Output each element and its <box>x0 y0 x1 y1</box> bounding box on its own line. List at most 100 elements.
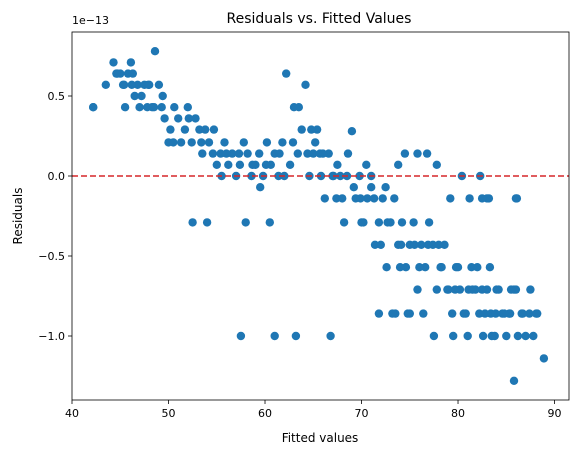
data-point <box>275 149 283 157</box>
data-point <box>307 125 315 133</box>
data-point <box>333 161 341 169</box>
data-point <box>404 309 412 317</box>
data-point <box>375 218 383 226</box>
chart-title: Residuals vs. Fitted Values <box>227 11 412 27</box>
data-point <box>220 138 228 146</box>
data-point <box>177 138 185 146</box>
x-tick-label: 40 <box>65 407 79 420</box>
data-point <box>430 332 438 340</box>
y-tick-label: −0.5 <box>38 250 65 263</box>
data-point <box>321 194 329 202</box>
data-point <box>446 194 454 202</box>
data-point <box>492 309 500 317</box>
data-point <box>181 125 189 133</box>
data-point <box>144 81 152 89</box>
data-point <box>398 218 406 226</box>
data-point <box>248 161 256 169</box>
data-point <box>169 138 177 146</box>
data-point <box>507 285 515 293</box>
data-point <box>262 161 270 169</box>
data-point <box>521 332 529 340</box>
data-point <box>433 285 441 293</box>
data-point <box>413 285 421 293</box>
data-point <box>410 241 418 249</box>
data-point <box>213 161 221 169</box>
data-point <box>478 285 486 293</box>
y-tick-label: 0.5 <box>48 90 66 103</box>
data-point <box>394 161 402 169</box>
data-point <box>526 285 534 293</box>
data-point <box>397 241 405 249</box>
data-point <box>256 183 264 191</box>
data-point <box>243 149 251 157</box>
x-axis: 40 50 60 70 80 90 <box>65 400 562 420</box>
data-point <box>311 138 319 146</box>
data-point <box>198 149 206 157</box>
data-point <box>340 218 348 226</box>
data-point <box>423 149 431 157</box>
data-point <box>424 241 432 249</box>
y-tick-label: −1.0 <box>38 330 65 343</box>
data-point <box>209 149 217 157</box>
data-point <box>390 194 398 202</box>
data-point <box>465 194 473 202</box>
data-point <box>462 309 470 317</box>
data-point <box>109 58 117 66</box>
data-point <box>184 103 192 111</box>
data-point <box>242 218 250 226</box>
data-point <box>350 183 358 191</box>
data-point <box>266 218 274 226</box>
data-point <box>286 161 294 169</box>
data-point <box>271 332 279 340</box>
data-point <box>170 103 178 111</box>
y-tick-label: 0.0 <box>48 170 66 183</box>
data-point <box>294 149 302 157</box>
x-tick-label: 50 <box>162 407 176 420</box>
data-point <box>464 332 472 340</box>
data-point <box>381 183 389 191</box>
data-point <box>127 58 135 66</box>
data-point <box>451 285 459 293</box>
data-point <box>197 138 205 146</box>
data-point <box>370 194 378 202</box>
data-point <box>282 69 290 77</box>
data-point <box>492 285 500 293</box>
data-point <box>301 81 309 89</box>
data-point <box>486 263 494 271</box>
data-point <box>137 92 145 100</box>
data-point <box>473 263 481 271</box>
x-tick-label: 90 <box>548 407 562 420</box>
data-point <box>174 114 182 122</box>
data-point <box>303 149 311 157</box>
data-point <box>185 114 193 122</box>
data-point <box>151 47 159 55</box>
data-point <box>375 309 383 317</box>
data-point <box>338 194 346 202</box>
data-point <box>415 263 423 271</box>
x-tick-label: 70 <box>355 407 369 420</box>
data-point <box>237 332 245 340</box>
data-point <box>388 309 396 317</box>
data-point <box>102 81 110 89</box>
data-point <box>203 218 211 226</box>
data-point <box>425 218 433 226</box>
plot-area <box>72 32 569 400</box>
data-point <box>120 81 128 89</box>
data-point <box>205 138 213 146</box>
data-point <box>367 183 375 191</box>
data-point <box>540 354 548 362</box>
data-point <box>449 332 457 340</box>
data-point <box>89 103 97 111</box>
data-point <box>454 263 462 271</box>
data-point <box>435 241 443 249</box>
data-point <box>409 218 417 226</box>
data-point <box>278 138 286 146</box>
data-point <box>481 309 489 317</box>
data-point <box>532 309 540 317</box>
data-point <box>500 309 508 317</box>
data-point <box>155 81 163 89</box>
data-point <box>433 161 441 169</box>
data-point <box>298 125 306 133</box>
data-point <box>510 377 518 385</box>
